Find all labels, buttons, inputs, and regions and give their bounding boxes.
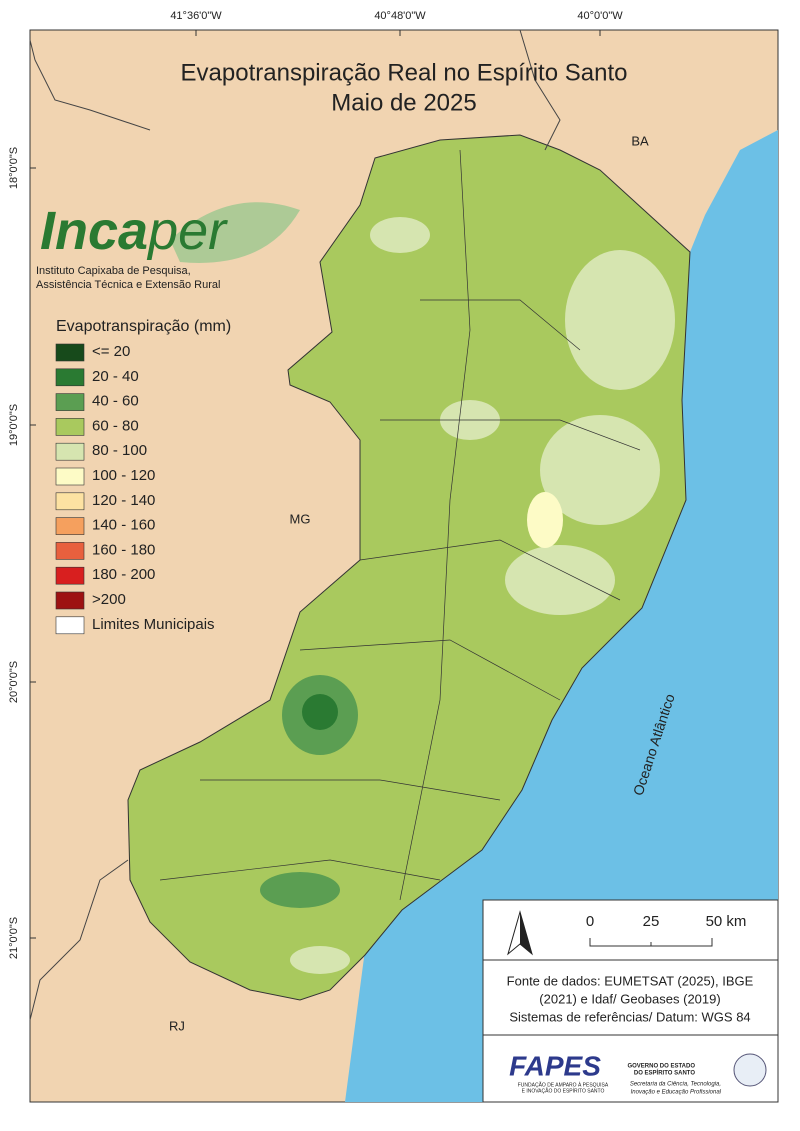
legend: <= 20 20 - 40 40 - 60 60 - 80 80 - 100 100 - … xyxy=(55,343,215,635)
title-line: Evapotranspiração Real no Espírito Santo xyxy=(181,59,628,86)
source-box xyxy=(482,959,779,1036)
fapes-logo: FAPES xyxy=(509,1050,601,1081)
legend-label: >200 xyxy=(92,591,126,608)
legend-label: 100 - 120 xyxy=(92,467,155,484)
patch xyxy=(527,492,563,548)
ocean xyxy=(345,130,778,1102)
scale-label: 25 xyxy=(643,913,660,930)
legend-label: 80 - 100 xyxy=(92,442,147,459)
patch xyxy=(565,250,675,390)
municipal-boundary xyxy=(159,149,641,901)
logo-part: per xyxy=(146,201,228,261)
legend-label: 160 - 180 xyxy=(92,541,155,558)
legend-label: 180 - 200 xyxy=(92,566,155,583)
longitude-label: 40°0'0"W xyxy=(577,10,623,22)
municipal-lines xyxy=(159,149,641,901)
latitude-label: 20°0'0"S xyxy=(8,661,20,703)
secretaria-text: Secretaria da Ciência, Tecnologia, xyxy=(630,1082,721,1088)
source-line: Sistemas de referências/ Datum: WGS 84 xyxy=(509,1009,750,1024)
secretaria-text: Inovação e Educação Profissional xyxy=(631,1090,722,1096)
legend-label: Limites Municipais xyxy=(92,616,215,633)
logo-part: Inca xyxy=(40,201,148,261)
scale-box xyxy=(482,899,779,961)
state-borders xyxy=(29,29,561,1021)
title-line: Maio de 2025 xyxy=(331,89,476,116)
scale-label: 0 xyxy=(586,913,594,930)
patch xyxy=(540,415,660,525)
legend-swatch xyxy=(55,616,85,635)
patch xyxy=(290,946,350,974)
patch xyxy=(260,872,340,908)
legend-label: <= 20 xyxy=(92,343,130,360)
logo-subtitle: Assistência Técnica e Extensão Rural xyxy=(36,279,220,291)
fapes-subtitle: FUNDAÇÃO DE AMPARO À PESQUISA xyxy=(518,1081,609,1088)
logo-subtitle: Instituto Capixaba de Pesquisa, xyxy=(36,265,191,277)
legend-label: 60 - 80 xyxy=(92,417,139,434)
latitude-label: 19°0'0"S xyxy=(8,404,20,446)
legend-swatch xyxy=(55,393,85,411)
legend-label: 140 - 160 xyxy=(92,517,155,534)
legend-swatch xyxy=(55,517,85,535)
latitude-label: 21°0'0"S xyxy=(8,917,20,959)
source-line: (2021) e Idaf/ Geobases (2019) xyxy=(539,991,720,1006)
place-label: BA xyxy=(631,133,649,148)
patch xyxy=(370,217,430,253)
logos-box xyxy=(482,1034,779,1103)
legend-label: 20 - 40 xyxy=(92,368,139,385)
longitude-label: 40°48'0"W xyxy=(374,10,426,22)
source-line: Fonte de dados: EUMETSAT (2025), IBGE xyxy=(507,973,754,988)
legend-label: 40 - 60 xyxy=(92,393,139,410)
logo-text: Incaper xyxy=(40,201,228,261)
gov-text: DO ESPÍRITO SANTO xyxy=(634,1069,695,1077)
legend-swatch xyxy=(55,343,85,362)
gov-text: GOVERNO DO ESTADO xyxy=(627,1064,695,1070)
legend-swatch xyxy=(55,591,85,610)
legend-swatch xyxy=(55,542,85,560)
legend-label: 120 - 140 xyxy=(92,492,155,509)
place-label: MG xyxy=(290,511,311,526)
patch xyxy=(302,694,338,730)
longitude-label: 41°36'0"W xyxy=(170,10,222,22)
scale-bar xyxy=(589,938,713,947)
fapes-subtitle: E INOVAÇÃO DO ESPÍRITO SANTO xyxy=(522,1087,605,1094)
legend-swatch xyxy=(55,467,85,486)
state-area xyxy=(127,134,691,1001)
coordinate-ticks: 41°36'0"W 40°48'0"W 40°0'0"W 18°0'0"S 19°0'0… xyxy=(8,10,623,959)
north-arrow-half xyxy=(520,912,532,954)
light-patches xyxy=(290,217,675,974)
legend-swatch xyxy=(55,492,85,511)
latitude-label: 18°0'0"S xyxy=(8,147,20,189)
patch xyxy=(505,545,615,615)
place-label: RJ xyxy=(169,1018,185,1033)
legend-title: Evapotranspiração (mm) xyxy=(56,318,231,335)
state-border xyxy=(29,29,561,1021)
legend-swatch xyxy=(55,418,85,436)
legend-swatch xyxy=(55,566,85,585)
scale-label: 50 km xyxy=(706,913,747,930)
state-emblem xyxy=(733,1053,767,1087)
logo-leaf xyxy=(170,202,300,263)
legend-swatch xyxy=(55,442,85,461)
legend-swatch xyxy=(55,368,85,387)
